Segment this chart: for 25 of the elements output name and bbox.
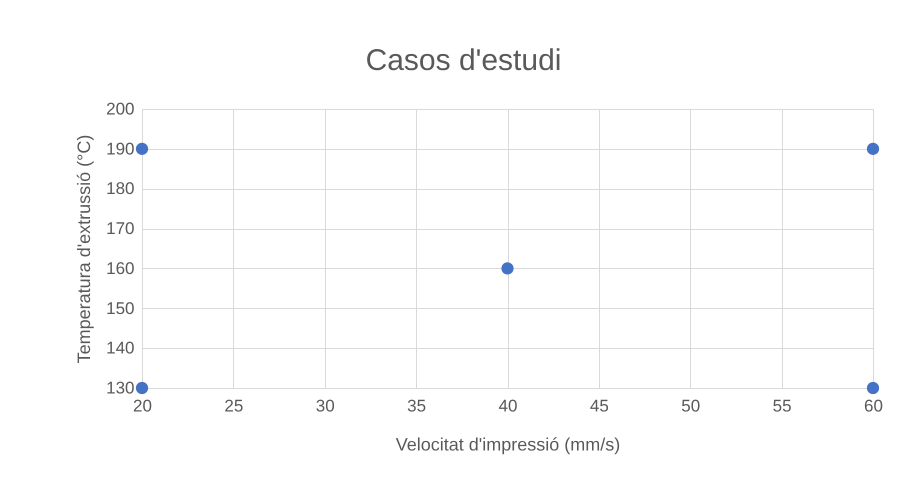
point xyxy=(866,382,880,394)
point xyxy=(136,382,148,394)
x-axis-title: Velocitat d'impressió (mm/s) xyxy=(396,434,620,454)
y-tick-label: 200 xyxy=(106,100,134,118)
x-tick-label: 30 xyxy=(316,396,335,416)
y-tick-label: 150 xyxy=(106,298,134,318)
x-tick-label: 25 xyxy=(224,396,244,416)
x-tick-label: 45 xyxy=(590,396,609,416)
y-tick-label: 190 xyxy=(106,139,134,158)
y-tick-label: 180 xyxy=(106,179,134,198)
x-tick-label: 20 xyxy=(133,396,152,416)
chart-title: Casos d'estudi xyxy=(366,44,562,77)
x-tick-label: 35 xyxy=(407,396,426,416)
point xyxy=(136,142,148,155)
y-tick-label: 160 xyxy=(106,258,134,278)
x-tick-label: 55 xyxy=(772,396,792,416)
y-axis-title: Temperatura d'extrussió (°C) xyxy=(74,134,94,364)
y-tick-label: 170 xyxy=(106,219,134,238)
x-tick-label: 60 xyxy=(864,396,883,416)
x-tick-label: 50 xyxy=(681,396,700,416)
point xyxy=(866,142,880,155)
y-tick-label: 140 xyxy=(106,338,134,358)
y-tick-label: 130 xyxy=(106,378,134,398)
x-tick-label: 40 xyxy=(498,396,518,416)
point xyxy=(501,262,514,275)
